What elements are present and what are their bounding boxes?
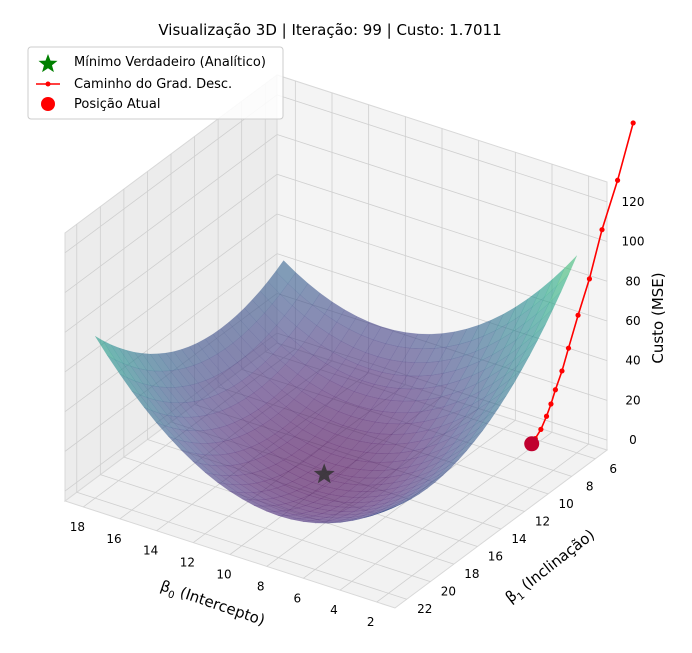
- grid-line-wall-z: [64, 134, 278, 293]
- y-tick-label: 10: [558, 497, 573, 511]
- markers: [313, 436, 540, 484]
- gradient-path-point: [538, 426, 544, 432]
- x-tick-label: 4: [330, 603, 338, 617]
- x-tick-label: 14: [143, 544, 158, 558]
- x-tick-label: 8: [257, 579, 265, 593]
- x-tick-label: 12: [180, 556, 195, 570]
- x-tick-label: 2: [367, 615, 375, 629]
- surface-patch: [315, 521, 336, 524]
- z-tick-label: 60: [625, 314, 640, 328]
- legend-label-minimum: Mínimo Verdadeiro (Analítico): [74, 55, 266, 70]
- legend-item-path: Caminho do Grad. Desc.: [36, 77, 232, 92]
- y-tick-label: 20: [441, 585, 456, 599]
- z-tick-label: 80: [625, 274, 640, 288]
- y-tick-label: 12: [535, 514, 550, 528]
- grid-line-back-z: [276, 94, 608, 203]
- gradient-path-point: [543, 413, 550, 419]
- gradient-path-point: [586, 276, 593, 282]
- gradient-path-point: [630, 120, 636, 126]
- cost-surface: [94, 255, 578, 524]
- legend-frame: [27, 46, 284, 120]
- axis-ticks: 18 16 14 12 10 8 6 4 2 6 8 10 12 14 16 18 20 22 0 20 40 60 80 1…: [70, 195, 645, 629]
- star-icon: [38, 54, 58, 73]
- y-tick-label: 6: [609, 462, 617, 476]
- y-tick-label: 16: [488, 550, 503, 564]
- minimum-star-marker: [313, 463, 335, 484]
- gradient-path-point: [565, 345, 572, 351]
- grid-line-wall-z: [64, 173, 278, 333]
- path-dot-icon: [45, 81, 51, 87]
- gradient-path-point: [548, 401, 554, 407]
- grid-line-back-z: [276, 253, 608, 362]
- x-tick-label: 10: [216, 568, 231, 582]
- gradient-path-point: [599, 227, 605, 233]
- grid-line-wall-z: [64, 253, 278, 412]
- z-axis-label: Custo (MSE): [649, 272, 667, 363]
- current-position-marker: [524, 436, 540, 452]
- legend-item-current: Posição Atual: [41, 97, 161, 112]
- y-tick-label: 18: [464, 567, 479, 581]
- z-tick-label: 20: [625, 393, 640, 407]
- grid-line-floor-b1: [76, 491, 407, 600]
- surface-patch: [168, 436, 190, 453]
- surface-patch: [278, 515, 299, 520]
- grid-line-back-z: [276, 173, 608, 282]
- x-tick-label: 6: [294, 591, 302, 605]
- surface-patch: [290, 518, 311, 522]
- x-tick-label: 18: [70, 520, 85, 534]
- surface-patch: [94, 335, 116, 360]
- gradient-path-point: [552, 387, 559, 393]
- z-tick-label: 120: [622, 195, 645, 209]
- grid-line-back-z: [276, 134, 608, 242]
- gradient-path-point: [614, 177, 621, 183]
- y-tick-label: 14: [511, 532, 526, 546]
- legend: Mínimo Verdadeiro (Analítico) Caminho do…: [27, 46, 284, 120]
- gradient-path: [529, 120, 636, 447]
- z-tick-label: 0: [629, 433, 637, 447]
- surface-patch: [363, 511, 385, 519]
- grid-line-wall-z: [64, 94, 278, 254]
- gradient-path-point: [559, 368, 565, 374]
- surface-patch: [156, 422, 177, 440]
- z-tick-label: 40: [625, 354, 640, 368]
- x-axis-label: β0 (Intercepto): [157, 577, 267, 632]
- z-tick-label: 100: [622, 235, 645, 249]
- grid-line-wall-z: [64, 213, 278, 373]
- x-tick-label: 16: [106, 532, 121, 546]
- gradient-path-point: [575, 312, 581, 318]
- chart-title: Visualização 3D | Iteração: 99 | Custo: …: [158, 21, 501, 39]
- current-dot-icon: [41, 97, 55, 111]
- surface-patch: [376, 506, 397, 515]
- legend-item-minimum: Mínimo Verdadeiro (Analítico): [38, 54, 266, 73]
- legend-label-path: Caminho do Grad. Desc.: [74, 77, 232, 92]
- y-tick-label: 22: [417, 602, 432, 616]
- y-tick-label: 8: [586, 479, 594, 493]
- grid-line-floor-b1: [100, 474, 431, 583]
- legend-label-current: Posição Atual: [74, 97, 161, 112]
